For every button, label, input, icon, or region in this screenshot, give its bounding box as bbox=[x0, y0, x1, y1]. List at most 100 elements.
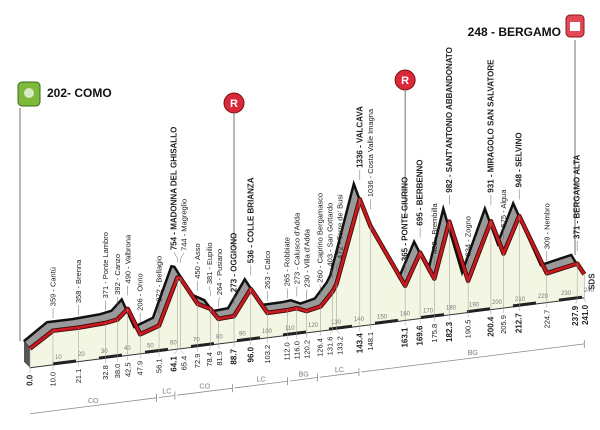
km-label: 241.0 bbox=[581, 304, 590, 325]
km-label: 112.0 bbox=[282, 342, 291, 360]
km-label: 143.4 bbox=[355, 333, 364, 354]
km-label: 65.4 bbox=[179, 356, 188, 371]
km-axis-stripe bbox=[52, 359, 77, 366]
place-label: 260 - Caprino Bergamasco bbox=[315, 193, 324, 283]
label-leader bbox=[329, 268, 333, 279]
place-label: 392 - Canzo bbox=[113, 254, 122, 295]
km-axis bbox=[29, 297, 585, 369]
km-leader bbox=[336, 284, 341, 335]
km-leader bbox=[575, 263, 578, 304]
feed-zone-label: R bbox=[401, 75, 409, 87]
place-label: 472 - Torre de' Busi bbox=[335, 194, 344, 259]
km-label: 131.6 bbox=[325, 337, 334, 356]
finish-label: 248 - BERGAMO bbox=[468, 25, 561, 39]
km-label: 169.6 bbox=[416, 325, 425, 346]
km-leader bbox=[173, 277, 178, 355]
km-label: 205.9 bbox=[499, 315, 508, 334]
km-label: 56.1 bbox=[155, 358, 164, 373]
sponsor-mark: SDS bbox=[587, 273, 596, 290]
label-leader bbox=[180, 252, 185, 263]
km-label: 81.9 bbox=[215, 351, 224, 366]
km-label: 126.4 bbox=[315, 338, 324, 357]
feed-zone-icon bbox=[394, 69, 416, 91]
province-bracket bbox=[158, 395, 175, 398]
km-leader bbox=[286, 310, 288, 341]
province-code: LC bbox=[257, 377, 266, 384]
km-label: 64.1 bbox=[169, 356, 178, 372]
km-label: 224.7 bbox=[542, 310, 551, 329]
km-tick-label: 220 bbox=[538, 294, 549, 300]
km-leader bbox=[329, 291, 333, 335]
label-leader bbox=[336, 260, 341, 272]
place-label: 575 - Algua bbox=[499, 189, 508, 228]
place-label: 490 - Valbrona bbox=[123, 234, 132, 283]
km-axis-stripe bbox=[98, 353, 123, 360]
province-code: LC bbox=[162, 389, 171, 396]
km-tick-label: 30 bbox=[101, 349, 108, 355]
km-axis-stripe bbox=[144, 347, 169, 354]
km-axis-stripe bbox=[466, 307, 491, 314]
km-label: 237.9 bbox=[571, 305, 580, 326]
province-bracket bbox=[234, 380, 288, 389]
place-label: 754 - MADONNA DEL GHISALLO bbox=[169, 127, 178, 251]
km-label: 42.5 bbox=[123, 362, 132, 377]
province-code: CO bbox=[88, 398, 99, 405]
km-axis-stripe bbox=[420, 313, 445, 319]
km-axis-stripe bbox=[512, 301, 537, 308]
km-axis-stripe bbox=[282, 330, 307, 337]
place-label: 273 - Calusco d'Adda bbox=[292, 212, 301, 284]
km-leader bbox=[319, 306, 321, 337]
place-label: 334 - Zogno bbox=[464, 216, 473, 256]
place-label: 263 - Calco bbox=[263, 251, 272, 289]
label-leader bbox=[286, 288, 288, 299]
km-tick-label: 10 bbox=[55, 355, 62, 361]
province-bracket bbox=[319, 371, 359, 378]
km-tick-label: 50 bbox=[147, 343, 154, 349]
label-leader bbox=[319, 284, 321, 295]
province-code: BG bbox=[468, 350, 478, 357]
place-label: 402 - Brembilla bbox=[430, 203, 439, 254]
place-label: 265 - Robbiate bbox=[282, 237, 291, 286]
province-bracket bbox=[289, 377, 318, 382]
km-tick-label: 200 bbox=[492, 300, 503, 306]
km-label: 88.7 bbox=[230, 348, 239, 364]
place-label: 403 - San Gottardo bbox=[325, 203, 334, 267]
profile-end-cap bbox=[24, 341, 30, 368]
province-code: CO bbox=[200, 384, 211, 391]
place-label: 1336 - VALCAVA bbox=[355, 106, 364, 168]
place-label: 371 - BERGAMO ALTA bbox=[573, 154, 582, 239]
km-label: 116.0 bbox=[292, 341, 301, 359]
place-label: 948 - SELVINO bbox=[515, 132, 524, 187]
km-tick-label: 240 bbox=[584, 288, 595, 294]
place-label: 309 - Nembro bbox=[542, 203, 551, 249]
km-tick-label: 210 bbox=[515, 297, 526, 303]
km-tick-label: 110 bbox=[285, 326, 295, 332]
km-label: 200.4 bbox=[486, 316, 495, 337]
start-flag-icon-glyph bbox=[24, 88, 34, 98]
place-label: 381 - Eupilio bbox=[205, 242, 214, 284]
label-leader bbox=[173, 252, 178, 263]
place-label: 272 - Bellagio bbox=[155, 256, 164, 302]
province-code: BG bbox=[299, 371, 309, 378]
place-label: 931 - MIRAGOLO SAN SALVATORE bbox=[486, 59, 495, 193]
feed-zone-icon bbox=[223, 92, 245, 114]
km-label: 163.1 bbox=[401, 327, 410, 348]
km-label: 72.9 bbox=[193, 354, 202, 369]
km-tick-label: 90 bbox=[239, 332, 246, 338]
place-label: 450 - Asso bbox=[193, 243, 202, 278]
place-label: 365 - PONTE GIURINO bbox=[401, 177, 410, 261]
km-leader bbox=[584, 274, 586, 303]
km-label: 133.2 bbox=[335, 336, 344, 355]
place-label: 358 - Brenna bbox=[74, 259, 83, 303]
place-label: 264 - Pusiano bbox=[215, 249, 224, 295]
label-leader bbox=[218, 297, 220, 308]
feed-zone-label: R bbox=[230, 98, 238, 110]
place-label: 536 - COLLE BRIANZA bbox=[246, 177, 255, 263]
km-label: 78.4 bbox=[205, 352, 214, 367]
km-tick-label: 150 bbox=[377, 314, 388, 320]
finish-icon-glyph bbox=[570, 22, 580, 31]
place-label: 744 - Magreglio bbox=[179, 199, 188, 251]
place-label: 206 - Onno bbox=[136, 273, 145, 311]
place-label: 230 - Villa d'Adda bbox=[302, 228, 311, 287]
